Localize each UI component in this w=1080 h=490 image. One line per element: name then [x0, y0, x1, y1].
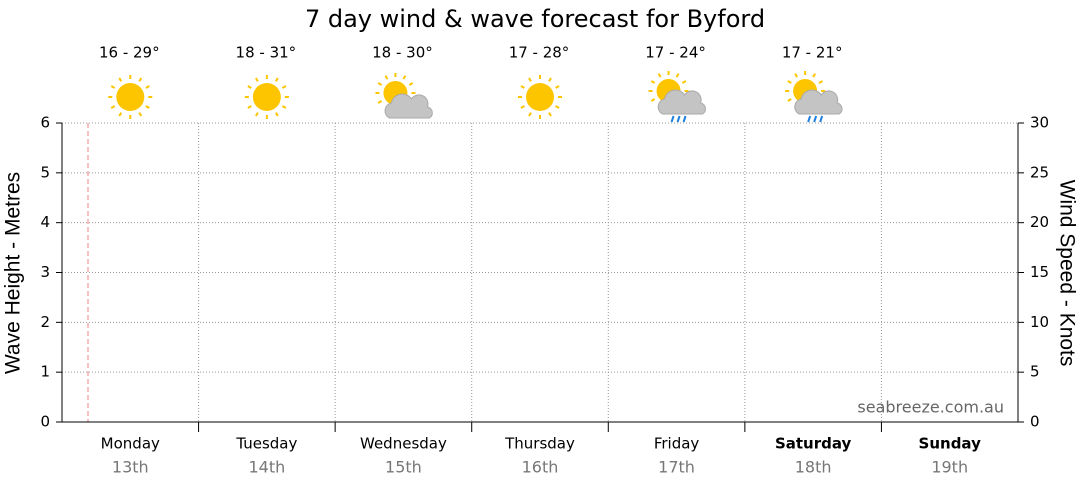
date-label: 14th	[248, 458, 285, 477]
sun-ray	[254, 77, 259, 82]
temperature-label: 17 - 24°	[645, 44, 706, 62]
date-label: 15th	[385, 458, 422, 477]
sun-ray	[548, 112, 552, 117]
sun-ray	[650, 80, 656, 84]
sun-ray	[408, 82, 414, 86]
date-label: 17th	[658, 458, 695, 477]
x-tick-label: Friday	[654, 435, 700, 453]
x-tick-label: Sunday	[919, 435, 982, 453]
y-tick-label: 0	[40, 413, 50, 431]
sun-ray	[138, 77, 143, 82]
date-label: 16th	[522, 458, 559, 477]
temperature-label: 17 - 21°	[782, 44, 843, 62]
sun-ray	[247, 85, 252, 89]
sun-ray	[402, 75, 407, 80]
x-tick-label: Tuesday	[235, 435, 297, 453]
y-tick-label: 1	[40, 363, 50, 381]
y2-tick-label: 15	[1030, 263, 1049, 281]
sun-ray	[520, 105, 525, 109]
sun-ray	[787, 98, 792, 102]
y-tick-label: 2	[40, 313, 50, 331]
weather-icon	[244, 75, 289, 119]
chart-title: 7 day wind & wave forecast for Byford	[305, 5, 765, 33]
rain	[813, 115, 818, 123]
rain	[682, 115, 687, 123]
y-tick-label: 6	[40, 114, 50, 132]
sun-ray	[110, 105, 116, 109]
x-tick-label: Monday	[101, 435, 160, 453]
sun-ray	[377, 82, 383, 86]
sun-ray	[281, 85, 287, 89]
sun-ray	[787, 80, 792, 84]
weather-icon	[108, 75, 153, 119]
x-tick-label: Thursday	[504, 435, 575, 453]
sun-ray	[812, 73, 817, 78]
sun-ray	[520, 85, 525, 89]
temperature-label: 16 - 29°	[99, 44, 160, 62]
temperature-label: 18 - 30°	[372, 44, 433, 62]
sun-ray	[145, 105, 150, 109]
date-label: 18th	[795, 458, 832, 477]
sun-ray	[555, 105, 560, 109]
sun-ray	[247, 105, 252, 109]
sun-ray	[528, 112, 532, 117]
date-label: 19th	[931, 458, 968, 477]
sun-ray	[274, 112, 279, 117]
sun	[116, 83, 145, 111]
sun-ray	[681, 80, 687, 84]
sun-ray	[818, 80, 823, 84]
weather-icon	[375, 73, 433, 119]
sun-ray	[555, 85, 560, 89]
weather-icon	[785, 71, 843, 123]
y2-tick-label: 30	[1030, 114, 1049, 132]
y2-tick-label: 5	[1030, 363, 1040, 381]
sun-ray	[118, 77, 123, 82]
sun-ray	[650, 98, 656, 102]
sun-ray	[548, 77, 552, 82]
y-tick-label: 4	[40, 213, 50, 231]
sun-ray	[110, 85, 116, 89]
y2-tick-label: 25	[1030, 163, 1049, 181]
y-tick-label: 3	[40, 263, 50, 281]
y-axis-label: Wave Height - Metres	[2, 172, 25, 374]
cloud	[384, 93, 433, 119]
y2-tick-label: 10	[1030, 313, 1049, 331]
sun-ray	[675, 73, 680, 78]
sun-ray	[138, 112, 143, 117]
sun-ray	[281, 105, 287, 109]
sun-ray	[384, 75, 389, 80]
rain	[676, 115, 681, 123]
sun-ray	[528, 77, 532, 82]
rain	[670, 115, 675, 123]
cloud	[794, 89, 843, 115]
sun-ray	[377, 100, 383, 104]
temperature-label: 17 - 28°	[509, 44, 570, 62]
sun-ray	[274, 77, 279, 82]
sun-ray	[794, 73, 799, 78]
y2-tick-label: 0	[1030, 413, 1040, 431]
sun-ray	[254, 112, 259, 117]
x-tick-label: Wednesday	[360, 435, 447, 453]
temperature-label: 18 - 31°	[236, 44, 297, 62]
y2-tick-label: 20	[1030, 213, 1049, 231]
sun	[526, 83, 554, 111]
watermark: seabreeze.com.au	[857, 398, 1004, 417]
weather-icon	[518, 75, 562, 119]
cloud	[657, 89, 706, 115]
rain	[819, 115, 824, 123]
rain	[807, 115, 812, 123]
sun-ray	[118, 112, 123, 117]
y2-axis-label: Wind Speed - Knots	[1055, 180, 1078, 367]
sun-ray	[657, 73, 662, 78]
x-tick-label: Saturday	[775, 435, 852, 453]
sun	[252, 83, 281, 111]
date-label: 13th	[112, 458, 149, 477]
weather-icon	[648, 71, 706, 123]
sun-ray	[145, 85, 150, 89]
y-tick-label: 5	[40, 163, 50, 181]
